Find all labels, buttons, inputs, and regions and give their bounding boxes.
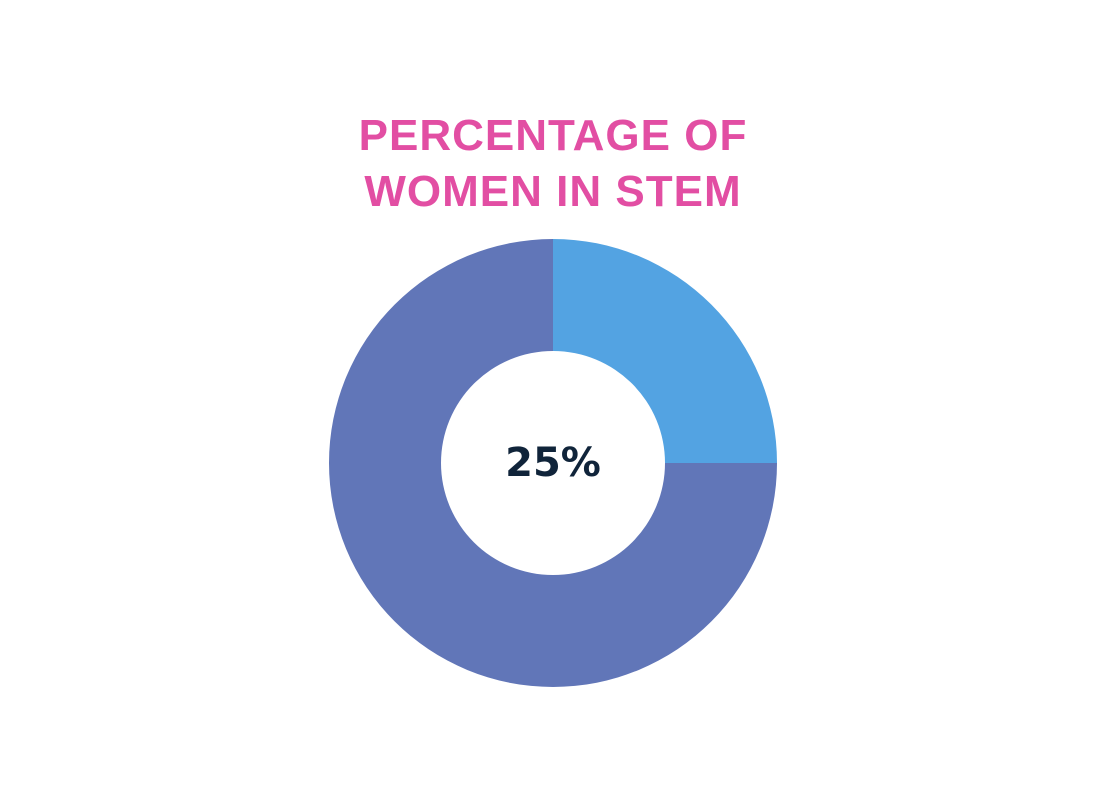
chart-title: PERCENTAGE OF WOMEN IN STEM	[303, 108, 803, 220]
chart-title-line-2: WOMEN IN STEM	[364, 167, 742, 216]
chart-title-line-1: PERCENTAGE OF	[358, 111, 748, 160]
donut-center-label: 25%	[505, 440, 601, 486]
donut-slice-highlight	[553, 239, 777, 463]
donut-slice-remainder	[329, 239, 777, 687]
donut-slices	[329, 239, 777, 687]
